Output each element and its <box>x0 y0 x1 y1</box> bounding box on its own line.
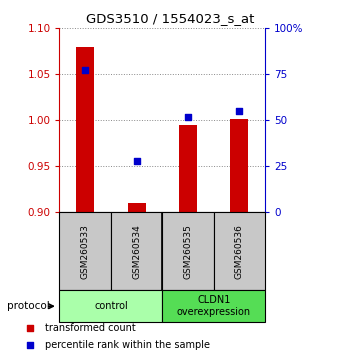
Text: GSM260534: GSM260534 <box>132 224 141 279</box>
Text: percentile rank within the sample: percentile rank within the sample <box>45 340 210 350</box>
Bar <box>76 47 94 212</box>
Bar <box>231 119 249 212</box>
Bar <box>162 290 265 322</box>
Text: GSM260533: GSM260533 <box>81 224 90 279</box>
Point <box>27 343 32 348</box>
Text: protocol: protocol <box>7 301 50 311</box>
Bar <box>128 203 146 212</box>
Bar <box>111 212 162 290</box>
Bar <box>162 212 214 290</box>
Point <box>185 114 191 120</box>
Text: CLDN1
overexpression: CLDN1 overexpression <box>177 295 251 317</box>
Bar <box>179 125 197 212</box>
Point <box>83 67 88 73</box>
Point <box>27 326 32 331</box>
Point <box>134 158 139 164</box>
Text: GSM260535: GSM260535 <box>184 224 192 279</box>
Text: control: control <box>94 301 128 311</box>
Text: GDS3510 / 1554023_s_at: GDS3510 / 1554023_s_at <box>86 12 254 25</box>
Point <box>237 108 242 114</box>
Bar <box>59 212 111 290</box>
Text: transformed count: transformed count <box>45 323 136 333</box>
Bar <box>59 290 163 322</box>
Text: GSM260536: GSM260536 <box>235 224 244 279</box>
Bar <box>214 212 265 290</box>
